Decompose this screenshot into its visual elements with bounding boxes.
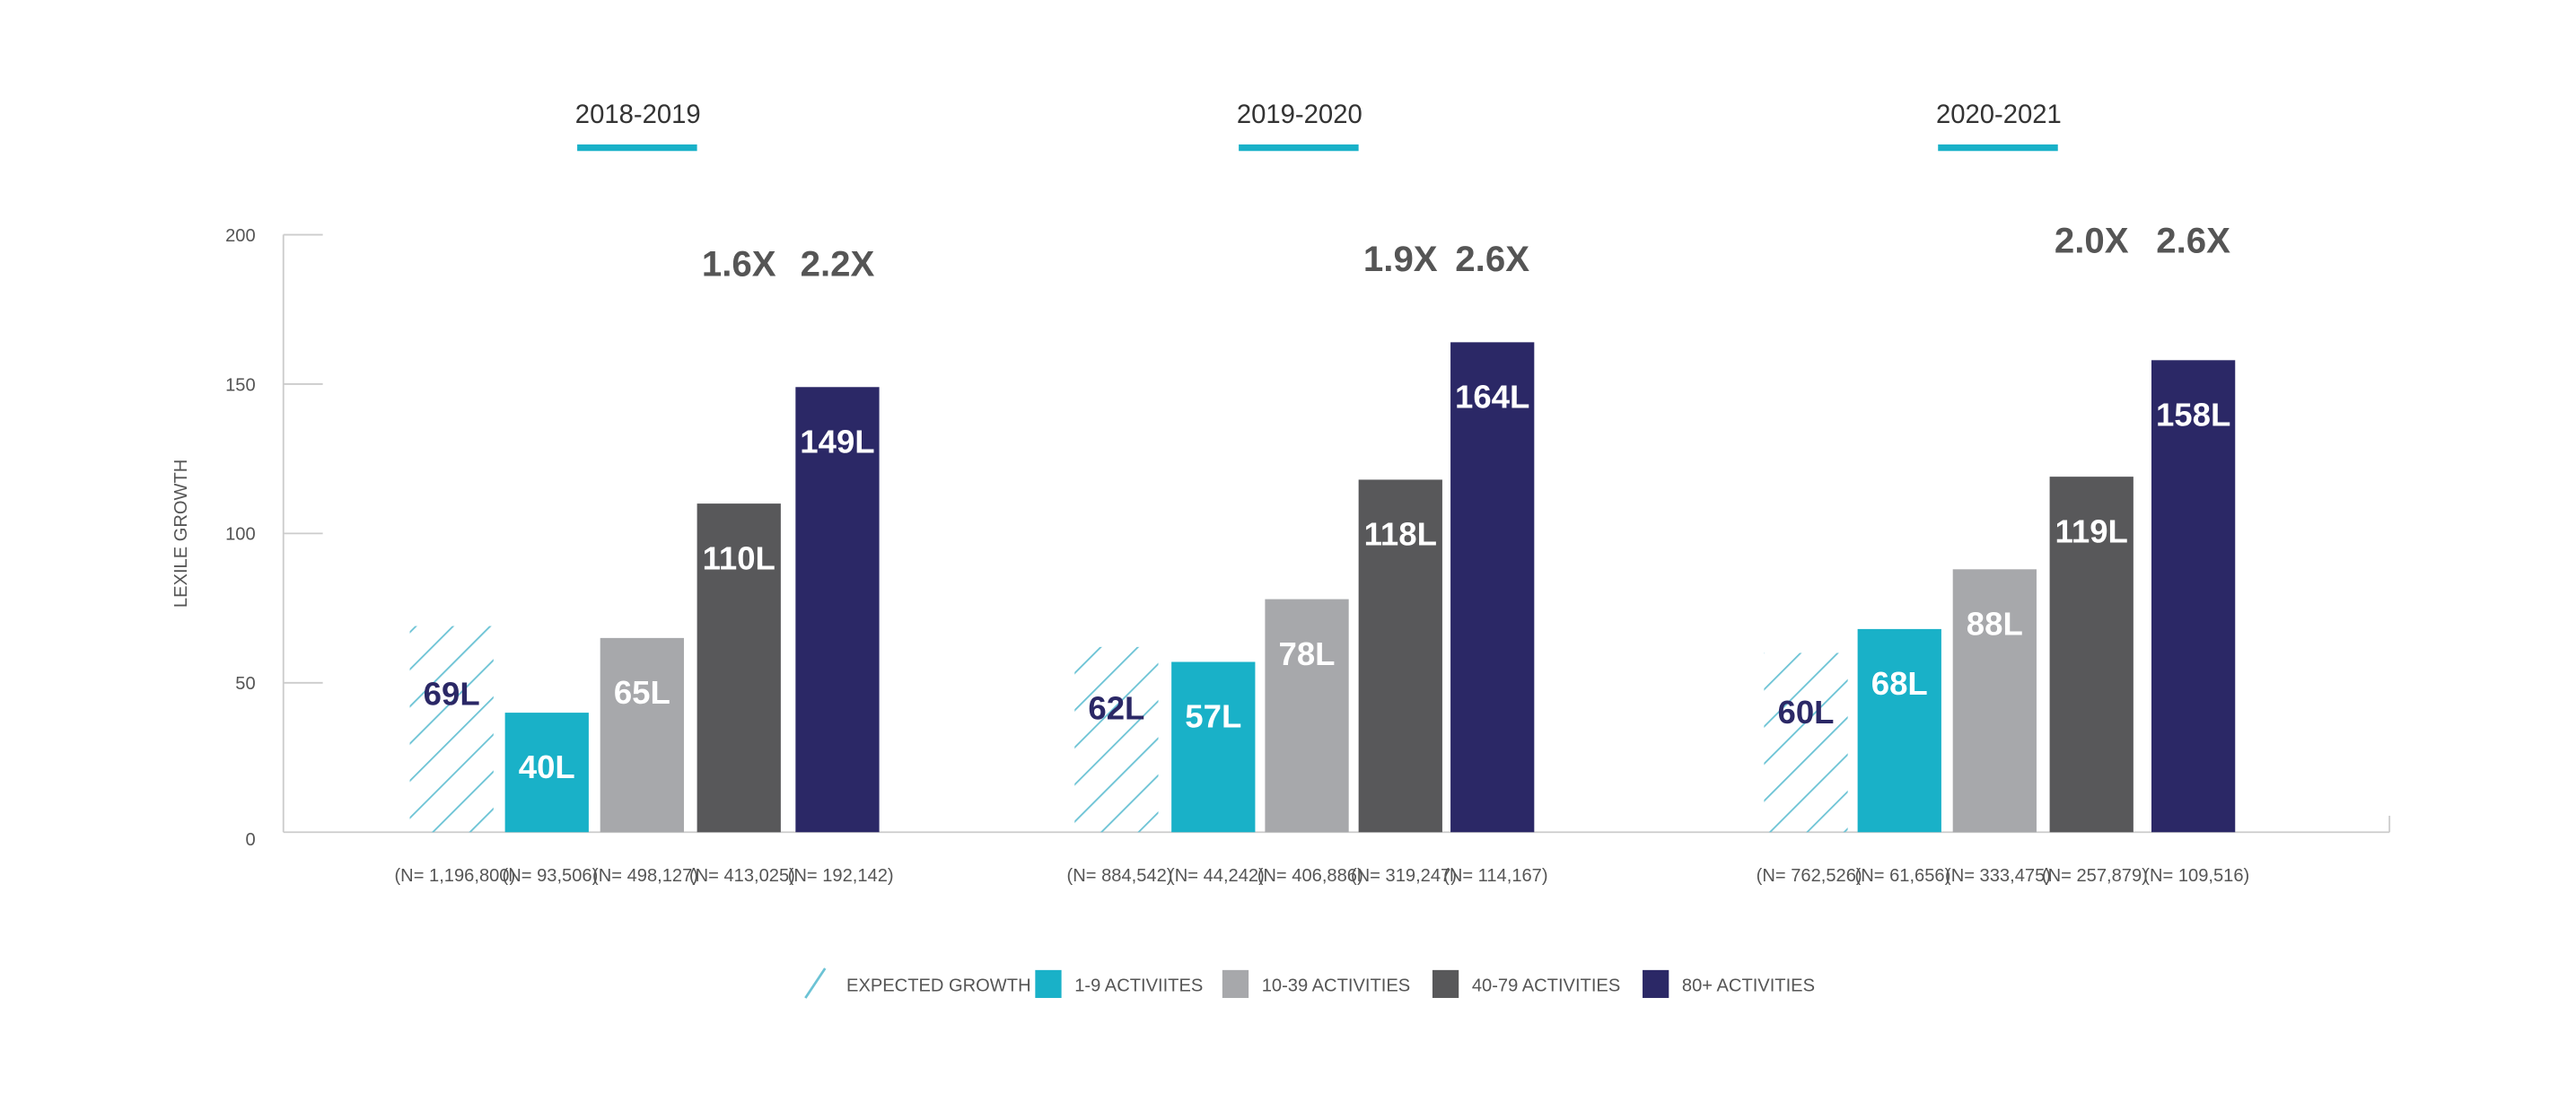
- bar-value-label: 60L: [1778, 694, 1835, 731]
- bar: [1952, 569, 2037, 833]
- legend-label: EXPECTED GROWTH: [846, 976, 1031, 996]
- y-tick-label: 200: [225, 226, 256, 246]
- legend-item: EXPECTED GROWTH: [804, 967, 1031, 999]
- growth-multiplier: 2.0X: [2055, 221, 2129, 261]
- legend-label: 40-79 ACTIVITIES: [1472, 976, 1620, 996]
- group-title: 2018-2019: [575, 101, 701, 129]
- bar: [409, 626, 494, 833]
- y-tick-label: 50: [235, 674, 255, 694]
- bar-group-2019-2020: 2019-2020 62L (N= 884,542) 57L (N= 44,242) 78…: [1067, 101, 1548, 886]
- sample-size-label: (N= 114,167): [1443, 866, 1547, 886]
- bar-value-label: 88L: [1967, 605, 2023, 642]
- legend-item: 40-79 ACTIVITIES: [1432, 969, 1620, 998]
- bar: [1265, 599, 1349, 833]
- bar-value-label: 149L: [800, 423, 874, 460]
- y-tick-label: 150: [225, 375, 256, 395]
- bar-value-label: 62L: [1088, 690, 1144, 727]
- legend-hatch-swatch: [804, 967, 827, 999]
- bar: [1857, 628, 1941, 833]
- sample-size-label: (N= 762,526): [1757, 866, 1862, 886]
- bar: [2049, 477, 2134, 833]
- sample-size-label: (N= 192,142): [788, 866, 894, 886]
- legend-label: 80+ ACTIVITIES: [1682, 976, 1815, 996]
- bar-value-label: 118L: [1364, 516, 1437, 553]
- bar: [1171, 661, 1256, 833]
- y-tick-label: 0: [245, 830, 255, 850]
- bar: [600, 637, 684, 833]
- bar: [504, 713, 589, 833]
- bar-value-label: 69L: [424, 676, 480, 713]
- group-title: 2020-2021: [1936, 101, 2062, 129]
- sample-size-label: (N= 319,247): [1351, 866, 1457, 886]
- legend-item: 1-9 ACTIVIITES: [1035, 969, 1203, 998]
- legend-label: 10-39 ACTIVITIES: [1262, 976, 1410, 996]
- title-underline: [577, 144, 697, 152]
- group-title: 2019-2020: [1237, 101, 1362, 129]
- growth-multiplier: 2.2X: [801, 243, 875, 284]
- sample-size-label: (N= 1,196,800): [394, 866, 515, 886]
- bar-group-2018-2019: 2018-2019 69L (N= 1,196,800) 40L (N= 93,506)…: [394, 101, 893, 886]
- bar-value-label: 78L: [1279, 635, 1336, 672]
- bar: [1074, 646, 1159, 833]
- legend-label: 1-9 ACTIVIITES: [1074, 976, 1203, 996]
- y-axis-label: LEXILE GROWTH: [171, 460, 191, 608]
- legend-item: 80+ ACTIVITIES: [1643, 969, 1815, 998]
- sample-size-label: (N= 413,025): [689, 866, 795, 886]
- bar-value-label: 40L: [519, 748, 575, 785]
- sample-size-label: (N= 333,475): [1945, 866, 2051, 886]
- bar: [2151, 360, 2236, 833]
- sample-size-label: (N= 93,506): [503, 866, 599, 886]
- bar-value-label: 119L: [2055, 512, 2128, 549]
- legend-swatch: [1035, 969, 1062, 998]
- sample-size-label: (N= 257,879): [2042, 866, 2148, 886]
- title-underline: [1938, 144, 2058, 152]
- legend-swatch: [1432, 969, 1459, 998]
- bar: [1358, 479, 1442, 833]
- title-underline: [1239, 144, 1359, 152]
- growth-multiplier: 2.6X: [2156, 221, 2230, 261]
- bar: [697, 503, 781, 833]
- sample-size-label: (N= 109,516): [2143, 866, 2249, 886]
- bar-value-label: 110L: [703, 539, 775, 576]
- bar: [1450, 342, 1535, 833]
- growth-multiplier: 1.6X: [702, 243, 776, 284]
- sample-size-label: (N= 406,886): [1257, 866, 1363, 886]
- sample-size-label: (N= 884,542): [1067, 866, 1173, 886]
- legend-swatch: [1643, 969, 1669, 998]
- sample-size-label: (N= 61,656): [1855, 866, 1951, 886]
- sample-size-label: (N= 44,242): [1169, 866, 1265, 886]
- legend-item: 10-39 ACTIVITIES: [1222, 969, 1410, 998]
- bar: [795, 387, 880, 833]
- sample-size-label: (N= 498,127): [592, 866, 698, 886]
- y-tick-label: 100: [225, 525, 256, 545]
- growth-multiplier: 2.6X: [1455, 239, 1529, 279]
- bar-value-label: 65L: [614, 674, 670, 711]
- bar-value-label: 57L: [1185, 698, 1241, 735]
- bar-value-label: 158L: [2156, 396, 2230, 433]
- growth-multiplier: 1.9X: [1363, 239, 1438, 279]
- bar-group-2020-2021: 2020-2021 60L (N= 762,526) 68L (N= 61,656) 88…: [1757, 101, 2250, 886]
- legend-swatch: [1222, 969, 1249, 998]
- bar: [1764, 652, 1848, 833]
- bar-value-label: 164L: [1455, 379, 1529, 416]
- bar-value-label: 68L: [1871, 665, 1928, 702]
